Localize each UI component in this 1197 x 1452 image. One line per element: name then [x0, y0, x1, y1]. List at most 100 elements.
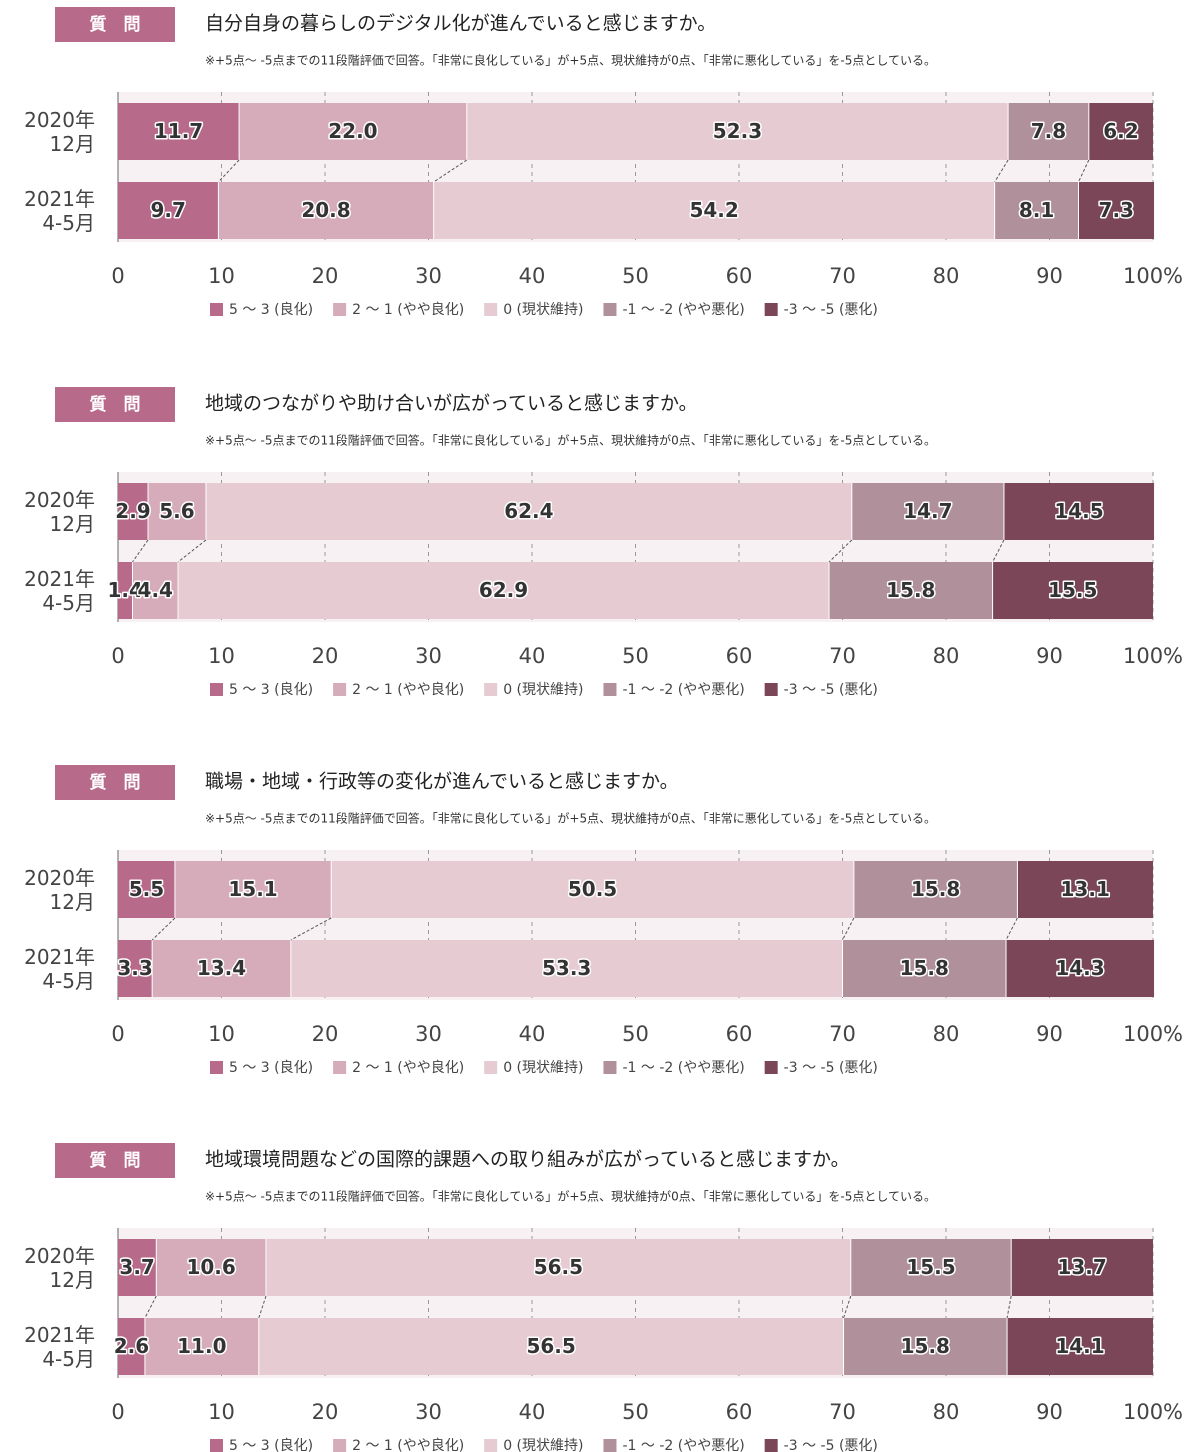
legend-label: 5 ～ 3 (良化)	[229, 1060, 313, 1076]
legend-swatch	[764, 683, 778, 696]
value-label: 56.5	[526, 1334, 575, 1358]
bar-segment	[853, 861, 1018, 918]
legend-label: -3 ～ -5 (悪化)	[784, 302, 878, 318]
x-tick-label: 0	[111, 1400, 124, 1424]
legend-label: 0 (現状維持)	[503, 1060, 583, 1076]
legend-label: -1 ～ -2 (やや悪化)	[622, 682, 744, 698]
bar-segment	[218, 182, 434, 239]
x-tick-label: 70	[829, 644, 856, 668]
connector	[258, 1295, 267, 1319]
bar-segment	[850, 1239, 1012, 1296]
connector	[433, 159, 468, 183]
legend-label: 0 (現状維持)	[503, 302, 583, 318]
connector	[843, 1295, 852, 1319]
legend-swatch	[603, 1439, 617, 1452]
x-tick-label: 40	[519, 1022, 546, 1046]
bar-segment	[118, 483, 149, 540]
bar-segment	[466, 103, 1009, 160]
x-tick-label: 30	[415, 1022, 442, 1046]
legend-swatch	[603, 683, 617, 696]
value-label: 8.1	[1019, 198, 1054, 222]
bar-segment	[1011, 1239, 1153, 1296]
bar-segment	[290, 940, 843, 997]
category-label: 2021年 4-5月	[24, 186, 95, 235]
connector	[828, 539, 853, 563]
connector	[218, 159, 240, 183]
bar-segment	[118, 1318, 145, 1375]
value-label: 14.3	[1055, 956, 1104, 980]
x-tick-label: 0	[111, 1022, 124, 1046]
badge-text: 質 問	[90, 394, 141, 415]
legend-swatch	[210, 1439, 223, 1452]
bar-segment	[174, 861, 332, 918]
value-label: 7.3	[1099, 198, 1134, 222]
badge-text: 質 問	[90, 14, 141, 35]
x-tick-label: 70	[829, 264, 856, 288]
value-label: 15.5	[1048, 578, 1097, 602]
bar-segment	[132, 562, 179, 619]
category-label: 2021年 4-5月	[24, 944, 95, 993]
bar-segment	[118, 940, 153, 997]
x-tick-label: 30	[415, 1400, 442, 1424]
legend-label: 5 ～ 3 (良化)	[229, 682, 313, 698]
connector	[1078, 159, 1090, 183]
legend-swatch	[210, 1061, 223, 1074]
value-label: 2.6	[114, 1334, 149, 1358]
value-label: 15.8	[900, 956, 949, 980]
x-tick-label: 90	[1036, 264, 1063, 288]
value-label: 15.8	[911, 877, 960, 901]
bar-segment	[205, 483, 852, 540]
legend-swatch	[764, 303, 778, 316]
chart-title: 自分自身の暮らしのデジタル化が進んでいると感じますか。	[205, 13, 716, 35]
legend-label: -3 ～ -5 (悪化)	[784, 682, 878, 698]
value-label: 9.7	[150, 198, 185, 222]
legend-label: 2 ～ 1 (やや良化)	[352, 302, 464, 318]
x-tick-label: 10	[208, 644, 235, 668]
legend-label: 2 ～ 1 (やや良化)	[352, 682, 464, 698]
value-label: 14.1	[1055, 1334, 1104, 1358]
bar-segment	[118, 562, 133, 619]
bar-segment	[994, 182, 1079, 239]
x-tick-label: 100%	[1123, 264, 1183, 288]
value-label: 56.5	[534, 1255, 583, 1279]
bar-segment	[1008, 103, 1089, 160]
bar-segment	[433, 182, 995, 239]
category-label: 2021年 4-5月	[24, 1322, 95, 1371]
value-label: 15.8	[886, 578, 935, 602]
x-tick-label: 90	[1036, 1022, 1063, 1046]
value-label: 52.3	[713, 119, 762, 143]
legend-label: -3 ～ -5 (悪化)	[784, 1438, 878, 1452]
badge	[55, 765, 175, 800]
value-label: 6.2	[1103, 119, 1138, 143]
badge-text: 質 問	[90, 772, 141, 793]
legend-label: 0 (現状維持)	[503, 682, 583, 698]
chart-note: ※+5点～ -5点までの11段階評価で回答。「非常に良化している」が+5点、現状…	[205, 1189, 936, 1204]
x-tick-label: 10	[208, 264, 235, 288]
bar-segment	[1006, 940, 1155, 997]
legend-swatch	[333, 1439, 347, 1452]
chart-title: 地域のつながりや助け合いが広がっていると感じますか。	[205, 393, 698, 415]
bar-segment	[331, 861, 854, 918]
value-label: 5.5	[129, 877, 164, 901]
connector	[290, 917, 332, 941]
value-label: 5.6	[159, 499, 194, 523]
x-tick-label: 80	[933, 264, 960, 288]
value-label: 3.3	[117, 956, 152, 980]
legend-label: 5 ～ 3 (良化)	[229, 1438, 313, 1452]
category-label: 2021年 4-5月	[24, 566, 95, 615]
x-tick-label: 100%	[1123, 644, 1183, 668]
x-tick-label: 90	[1036, 644, 1063, 668]
legend-swatch	[484, 683, 498, 696]
value-label: 22.0	[328, 119, 377, 143]
value-label: 14.7	[903, 499, 952, 523]
bar-segment	[992, 562, 1153, 619]
x-tick-label: 80	[933, 1400, 960, 1424]
chart-note: ※+5点～ -5点までの11段階評価で回答。「非常に良化している」が+5点、現状…	[205, 53, 936, 68]
x-tick-label: 50	[622, 1022, 649, 1046]
category-label: 2020年 12月	[24, 107, 95, 156]
x-tick-label: 20	[312, 1022, 339, 1046]
legend-swatch	[603, 303, 617, 316]
bar-segment	[148, 483, 206, 540]
value-label: 11.7	[154, 119, 203, 143]
connector	[1006, 1295, 1012, 1319]
